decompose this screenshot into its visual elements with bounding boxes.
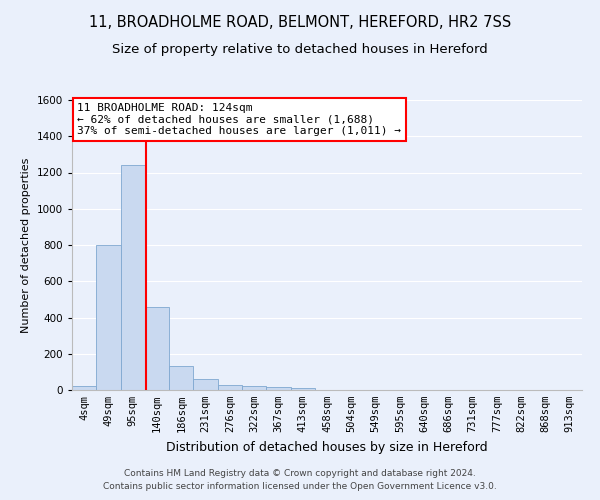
Bar: [145, 306, 169, 390]
Text: Contains HM Land Registry data © Crown copyright and database right 2024.: Contains HM Land Registry data © Crown c…: [124, 468, 476, 477]
Text: 11, BROADHOLME ROAD, BELMONT, HEREFORD, HR2 7SS: 11, BROADHOLME ROAD, BELMONT, HEREFORD, …: [89, 15, 511, 30]
Bar: [96, 245, 121, 390]
Bar: [218, 386, 242, 390]
Bar: [266, 388, 290, 390]
Y-axis label: Number of detached properties: Number of detached properties: [21, 158, 31, 332]
Bar: [242, 386, 266, 390]
Bar: [193, 379, 218, 390]
Text: 11 BROADHOLME ROAD: 124sqm
← 62% of detached houses are smaller (1,688)
37% of s: 11 BROADHOLME ROAD: 124sqm ← 62% of deta…: [77, 103, 401, 136]
Text: Size of property relative to detached houses in Hereford: Size of property relative to detached ho…: [112, 42, 488, 56]
Bar: [169, 366, 193, 390]
Bar: [290, 388, 315, 390]
Text: Contains public sector information licensed under the Open Government Licence v3: Contains public sector information licen…: [103, 482, 497, 491]
X-axis label: Distribution of detached houses by size in Hereford: Distribution of detached houses by size …: [166, 440, 488, 454]
Bar: [121, 165, 145, 390]
Bar: [72, 386, 96, 390]
